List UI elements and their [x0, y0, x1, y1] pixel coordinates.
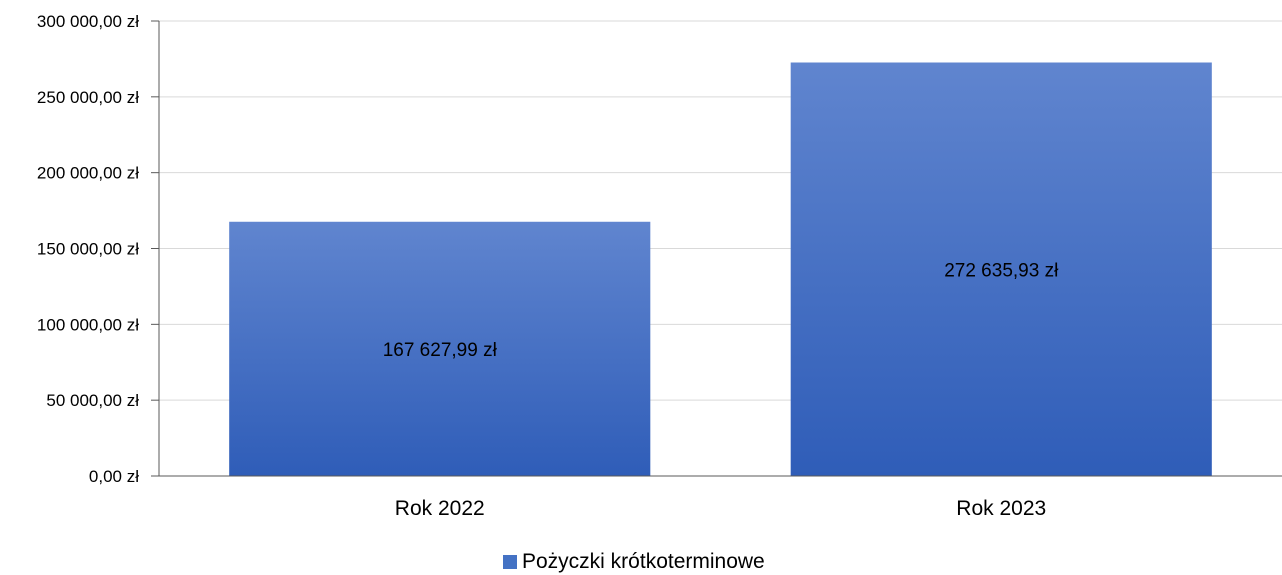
legend: Pożyczki krótkoterminowe: [503, 550, 765, 573]
bar: [790, 62, 1212, 477]
axes: [151, 20, 1282, 477]
y-tick-label: 100 000,00 zł: [37, 315, 139, 334]
legend-label: Pożyczki krótkoterminowe: [522, 550, 765, 573]
y-tick-label: 150 000,00 zł: [37, 240, 139, 259]
y-tick-label: 300 000,00 zł: [37, 12, 139, 31]
y-tick-label: 50 000,00 zł: [46, 391, 139, 410]
bars: [229, 62, 1212, 477]
x-category-label: Rok 2023: [956, 497, 1046, 520]
bar-data-label: 167 627,99 zł: [383, 340, 498, 361]
bar-data-label: 272 635,93 zł: [944, 260, 1059, 281]
y-axis-tick-labels: 0,00 zł 50 000,00 zł 100 000,00 zł 150 000,…: [37, 12, 139, 486]
x-axis-category-labels: Rok 2022 Rok 2023: [395, 497, 1046, 520]
x-category-label: Rok 2022: [395, 497, 485, 520]
y-tick-label: 250 000,00 zł: [37, 88, 139, 107]
y-tick-label: 200 000,00 zł: [37, 164, 139, 183]
legend-swatch: [503, 555, 517, 569]
data-labels: 167 627,99 zł 272 635,93 zł: [383, 260, 1059, 361]
bar: [229, 221, 651, 476]
y-tick-label: 0,00 zł: [89, 467, 139, 486]
